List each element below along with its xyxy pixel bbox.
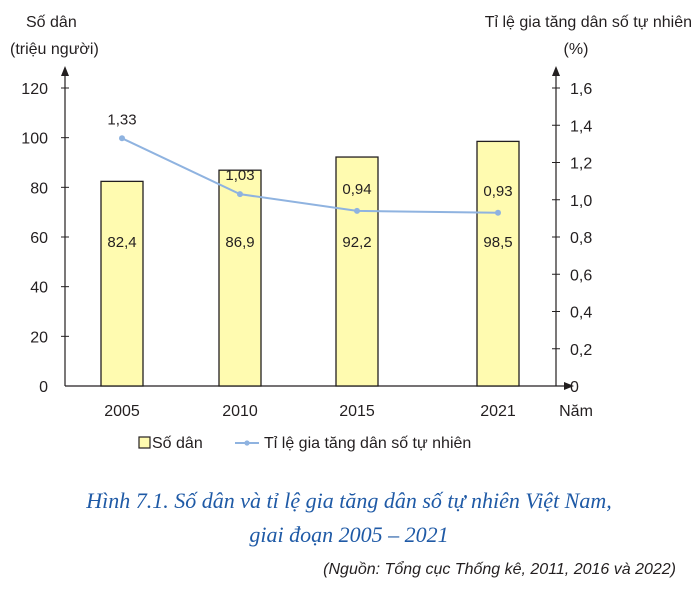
left-axis-unit: (triệu người) [10,41,99,58]
right-axis-tick-label: 1,6 [570,81,592,98]
x-axis-tick-label: 2015 [339,403,375,420]
bar [335,156,379,387]
bar [218,169,262,387]
rate-line [121,137,499,214]
bar-value-label: 98,5 [483,234,512,251]
right-axis-tick-label: 0,8 [570,230,592,247]
figure-caption-line-1: Hình 7.1. Số dân và tỉ lệ gia tăng dân s… [86,488,612,513]
left-axis-tick-label: 0 [39,379,48,396]
rate-value-label: 0,94 [342,181,371,198]
figure-source: (Nguồn: Tổng cục Thống kê, 2011, 2016 và… [323,561,676,578]
right-axis-tick-label: 1,2 [570,156,592,173]
x-axis-tick-label: 2021 [480,403,516,420]
rate-point [237,191,243,198]
legend-bar-label: Số dân [152,435,203,452]
x-axis-tick-label: 2005 [104,403,140,420]
rate-point [495,209,501,216]
legend-line-marker [244,440,250,446]
figure-caption-line-2: giai đoạn 2005 – 2021 [249,522,449,547]
bar [476,140,520,387]
right-axis-tick-label: 1,4 [570,118,592,135]
right-axis-arrow [552,66,560,76]
right-axis-tick-label: 0,4 [570,305,592,322]
left-axis-tick-label: 20 [30,329,48,346]
left-axis-tick-label: 60 [30,230,48,247]
rate-point [354,207,360,214]
rate-value-label: 1,03 [225,167,254,184]
right-axis-tick-label: 1,0 [570,193,592,210]
rate-point [119,135,125,142]
right-axis-tick-label: 0,2 [570,342,592,359]
rate-value-label: 1,33 [107,111,136,128]
left-axis-title: Số dân [26,14,77,31]
bar-value-label: 86,9 [225,234,254,251]
bar-value-label: 92,2 [342,234,371,251]
legend-bar-swatch [138,436,151,449]
right-axis-unit: (%) [564,41,589,58]
x-axis-tick-label: 2010 [222,403,258,420]
left-axis-tick-label: 40 [30,280,48,297]
x-axis-unit-label: Năm [559,403,593,420]
left-axis-tick-label: 120 [21,81,48,98]
rate-value-label: 0,93 [483,183,512,200]
left-axis-arrow [61,66,69,76]
x-axis-arrow [564,382,574,390]
combo-chart: Số dân (triệu người) Tỉ lệ gia tăng dân số… [10,14,692,452]
bar-value-label: 82,4 [107,234,136,251]
right-axis-tick-label: 0,6 [570,267,592,284]
bar [100,180,144,387]
right-axis-title: Tỉ lệ gia tăng dân số tự nhiên [485,14,692,31]
left-axis-tick-label: 100 [21,131,48,148]
right-axis-tick-label: 0 [570,379,579,396]
legend-line-label: Tỉ lệ gia tăng dân số tự nhiên [264,435,471,452]
left-axis-tick-label: 80 [30,180,48,197]
